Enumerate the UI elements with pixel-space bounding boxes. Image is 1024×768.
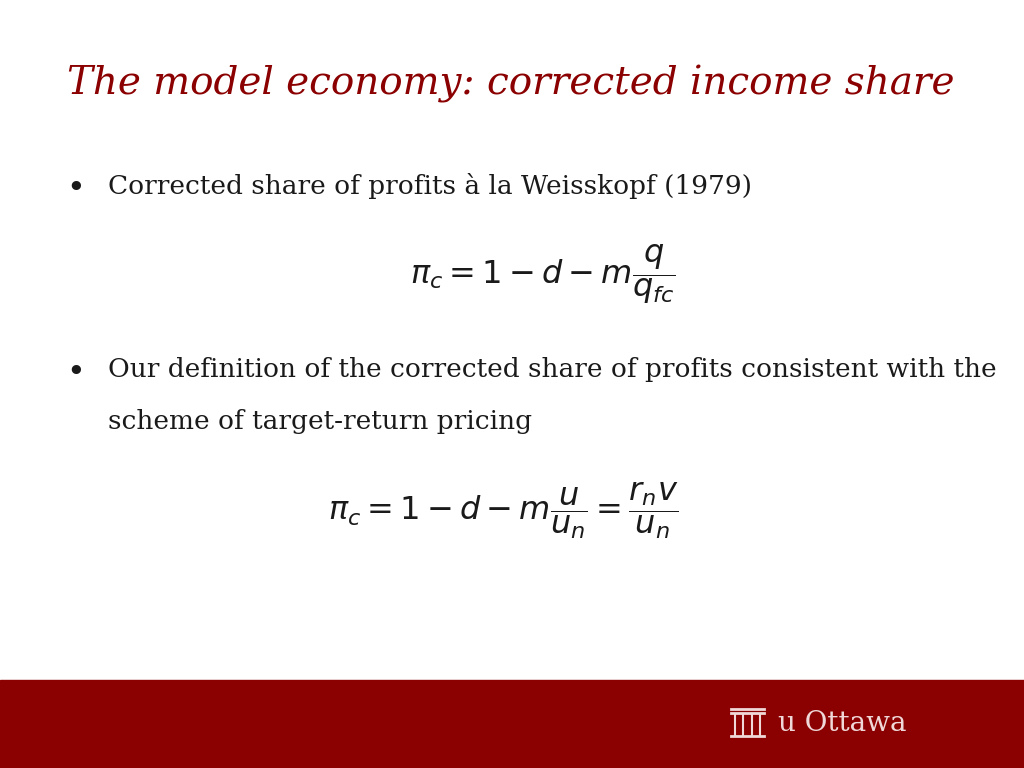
Text: scheme of target-return pricing: scheme of target-return pricing xyxy=(108,409,531,435)
Text: $\pi_c = 1 - d - m\dfrac{u}{u_n} = \dfrac{r_n v}{u_n}$: $\pi_c = 1 - d - m\dfrac{u}{u_n} = \dfra… xyxy=(328,480,678,541)
Bar xyxy=(0,680,1024,768)
Text: u Ottawa: u Ottawa xyxy=(778,710,906,737)
Text: Corrected share of profits à la Weisskopf (1979): Corrected share of profits à la Weisskop… xyxy=(108,173,752,199)
Text: $\pi_c = 1 - d - m\dfrac{q}{q_{fc}}$: $\pi_c = 1 - d - m\dfrac{q}{q_{fc}}$ xyxy=(410,242,675,306)
Text: Our definition of the corrected share of profits consistent with the: Our definition of the corrected share of… xyxy=(108,357,996,382)
Text: The model economy: corrected income share: The model economy: corrected income shar… xyxy=(67,65,954,103)
Text: •: • xyxy=(67,173,85,204)
Text: •: • xyxy=(67,357,85,388)
